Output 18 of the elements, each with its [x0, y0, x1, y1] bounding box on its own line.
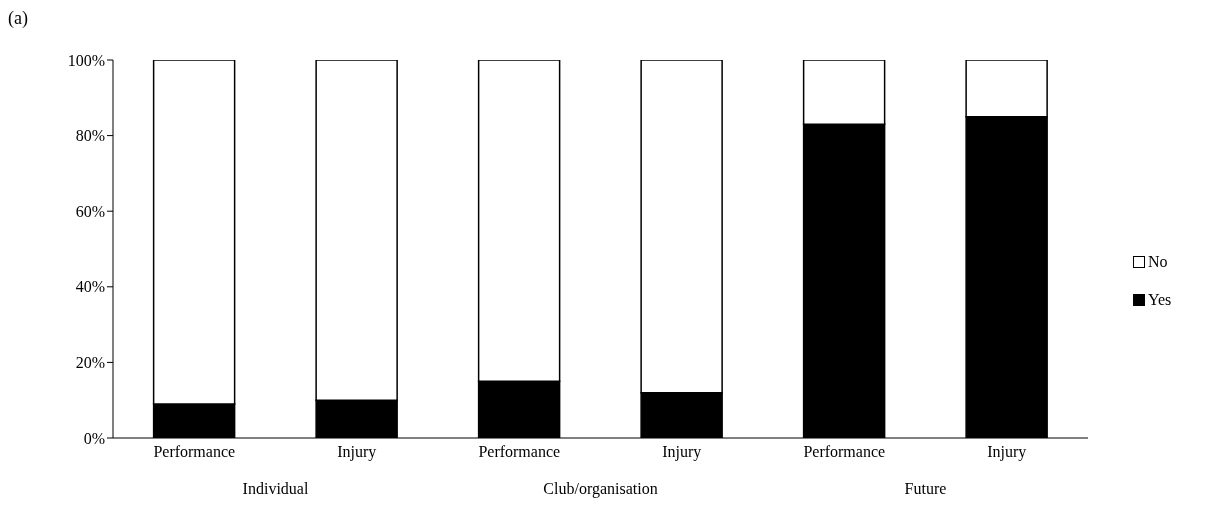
text: Club/organisation — [542, 480, 659, 498]
x-tick-label: Performance — [478, 443, 561, 461]
chart-title: (a) — [8, 8, 28, 29]
y-tick-label: 0% — [83, 429, 105, 447]
y-tick-label: 20% — [75, 354, 105, 372]
y-tick-label: 100% — [67, 51, 105, 69]
x-tick-label: Injury — [337, 443, 377, 462]
y-tick-label: 60% — [75, 202, 105, 220]
legend-label: Yes — [1148, 291, 1172, 309]
x-tick-label: Injury — [987, 443, 1027, 462]
x-tick-label: Injury — [662, 443, 702, 462]
legend-label: No — [1148, 253, 1168, 271]
text: Future — [903, 480, 948, 498]
x-tick-label: Performance — [153, 443, 236, 461]
x-tick-label: Performance — [803, 443, 886, 461]
text: Individual — [241, 480, 310, 498]
y-tick-label: 80% — [75, 127, 105, 145]
y-tick-label: 40% — [75, 278, 105, 296]
